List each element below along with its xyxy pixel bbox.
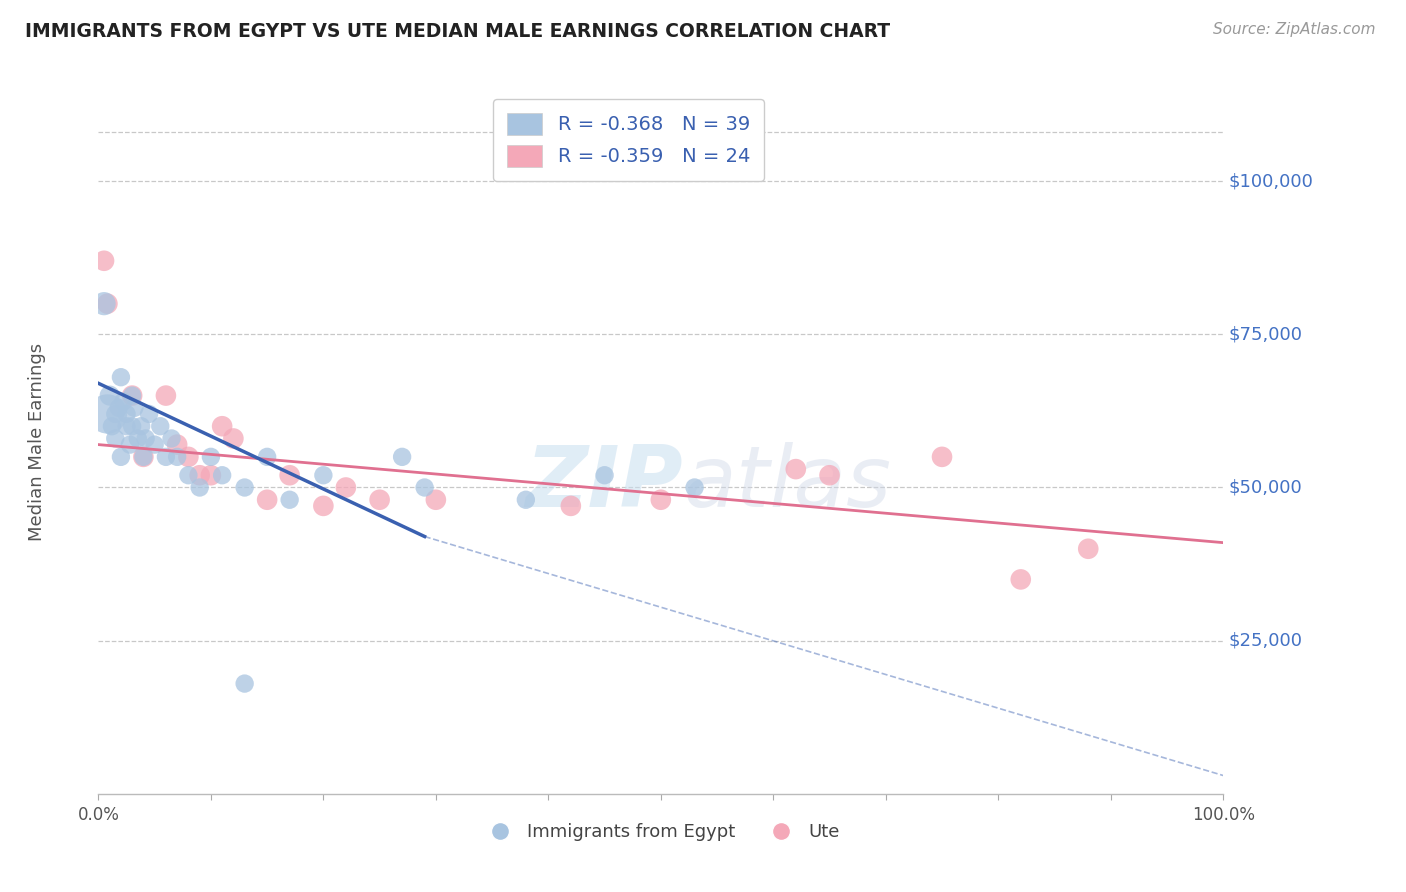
- Point: [135, 432, 157, 446]
- Point: [115, 407, 138, 421]
- Point: [177, 450, 200, 464]
- Point: [335, 481, 357, 495]
- Point: [515, 492, 537, 507]
- Point: [155, 450, 177, 464]
- Point: [177, 468, 200, 483]
- Point: [233, 481, 256, 495]
- Point: [107, 401, 129, 415]
- Point: [188, 481, 211, 495]
- Point: [650, 492, 672, 507]
- Text: IMMIGRANTS FROM EGYPT VS UTE MEDIAN MALE EARNINGS CORRELATION CHART: IMMIGRANTS FROM EGYPT VS UTE MEDIAN MALE…: [25, 22, 890, 41]
- Point: [931, 450, 953, 464]
- Point: [112, 394, 135, 409]
- Text: atlas: atlas: [683, 442, 891, 525]
- Point: [211, 468, 233, 483]
- Point: [132, 450, 155, 464]
- Point: [93, 253, 115, 268]
- Point: [96, 296, 118, 310]
- Text: Median Male Earnings: Median Male Earnings: [28, 343, 45, 541]
- Legend: Immigrants from Egypt, Ute: Immigrants from Egypt, Ute: [475, 816, 846, 848]
- Point: [278, 468, 301, 483]
- Point: [1010, 573, 1032, 587]
- Point: [104, 407, 127, 421]
- Point: [93, 296, 115, 310]
- Text: $25,000: $25,000: [1229, 632, 1303, 649]
- Point: [1077, 541, 1099, 556]
- Point: [222, 432, 245, 446]
- Point: [593, 468, 616, 483]
- Point: [413, 481, 436, 495]
- Point: [785, 462, 807, 476]
- Point: [143, 437, 166, 451]
- Point: [166, 450, 188, 464]
- Point: [200, 468, 222, 483]
- Text: $75,000: $75,000: [1229, 326, 1303, 343]
- Point: [127, 432, 149, 446]
- Point: [98, 388, 121, 402]
- Point: [110, 450, 132, 464]
- Point: [121, 388, 143, 402]
- Point: [121, 419, 143, 434]
- Point: [560, 499, 582, 513]
- Point: [121, 388, 143, 402]
- Point: [155, 388, 177, 402]
- Point: [683, 481, 706, 495]
- Point: [118, 437, 141, 451]
- Point: [160, 432, 183, 446]
- Point: [233, 676, 256, 690]
- Point: [312, 499, 335, 513]
- Point: [115, 419, 138, 434]
- Point: [129, 419, 152, 434]
- Text: ZIP: ZIP: [526, 442, 683, 525]
- Point: [96, 407, 118, 421]
- Point: [312, 468, 335, 483]
- Point: [110, 370, 132, 384]
- Point: [124, 401, 146, 415]
- Point: [104, 432, 127, 446]
- Point: [211, 419, 233, 434]
- Point: [101, 419, 124, 434]
- Point: [256, 492, 278, 507]
- Point: [200, 450, 222, 464]
- Text: Source: ZipAtlas.com: Source: ZipAtlas.com: [1212, 22, 1375, 37]
- Text: $100,000: $100,000: [1229, 172, 1313, 190]
- Point: [368, 492, 391, 507]
- Point: [188, 468, 211, 483]
- Point: [391, 450, 413, 464]
- Point: [138, 407, 160, 421]
- Point: [166, 437, 188, 451]
- Point: [425, 492, 447, 507]
- Point: [818, 468, 841, 483]
- Text: $50,000: $50,000: [1229, 478, 1302, 497]
- Point: [132, 450, 155, 464]
- Point: [278, 492, 301, 507]
- Point: [149, 419, 172, 434]
- Point: [256, 450, 278, 464]
